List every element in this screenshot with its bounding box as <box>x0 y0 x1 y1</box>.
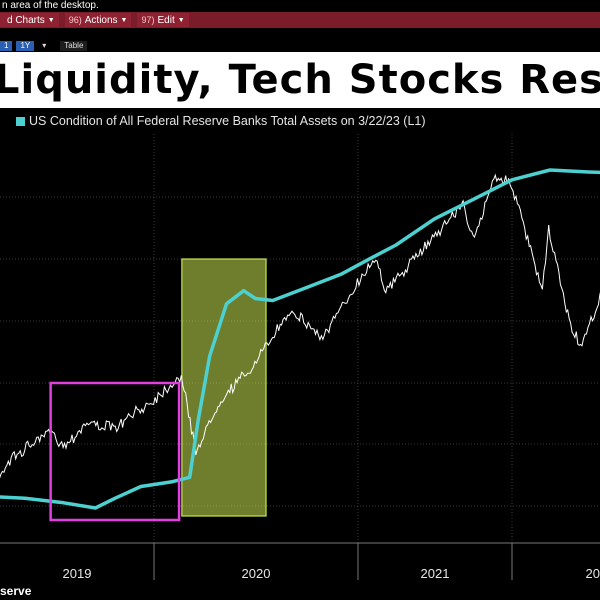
chart-title: Liquidity, Tech Stocks Respon <box>0 52 600 108</box>
legend-swatch <box>16 116 25 126</box>
chevron-down-icon[interactable]: ▾ <box>42 41 47 50</box>
series-line-fed-assets <box>0 168 600 510</box>
x-tick-label-2019: 2019 <box>63 566 92 581</box>
toolbar-period-button[interactable]: 1Y <box>16 41 35 51</box>
footer-label: serve <box>0 584 32 598</box>
x-tick-label-2020: 2020 <box>242 566 271 581</box>
menu-edit-label: Edit <box>157 14 175 26</box>
x-tick-label-2022: 20 <box>586 566 600 581</box>
legend-label: US Condition of All Federal Reserve Bank… <box>29 114 426 128</box>
window-top-text: n area of the desktop. <box>0 0 600 12</box>
menu-charts-label: d Charts <box>7 14 45 26</box>
menu-actions[interactable]: 96) Actions ▼ <box>64 13 132 27</box>
annotation-box-magenta <box>49 381 181 522</box>
toolbar-left-button[interactable]: 1 <box>0 41 13 51</box>
menu-bar: d Charts ▼ 96) Actions ▼ 97) Edit ▼ <box>0 12 600 28</box>
chevron-down-icon: ▼ <box>47 16 55 24</box>
menu-actions-label: Actions <box>84 14 118 26</box>
menu-edit[interactable]: 97) Edit ▼ <box>137 13 189 27</box>
legend: US Condition of All Federal Reserve Bank… <box>16 114 426 128</box>
menu-actions-number: 96) <box>68 15 82 25</box>
annotation-box-green <box>181 258 267 517</box>
series-line-stocks <box>0 173 600 479</box>
chevron-down-icon: ▼ <box>177 16 185 24</box>
chevron-down-icon: ▼ <box>120 16 128 24</box>
menu-charts[interactable]: d Charts ▼ <box>0 13 59 27</box>
x-tick-label-2021: 2021 <box>421 566 450 581</box>
menu-edit-number: 97) <box>141 15 155 25</box>
chart-toolbar: 1 1Y ▾ Table <box>0 40 600 52</box>
table-button[interactable]: Table <box>60 41 88 51</box>
